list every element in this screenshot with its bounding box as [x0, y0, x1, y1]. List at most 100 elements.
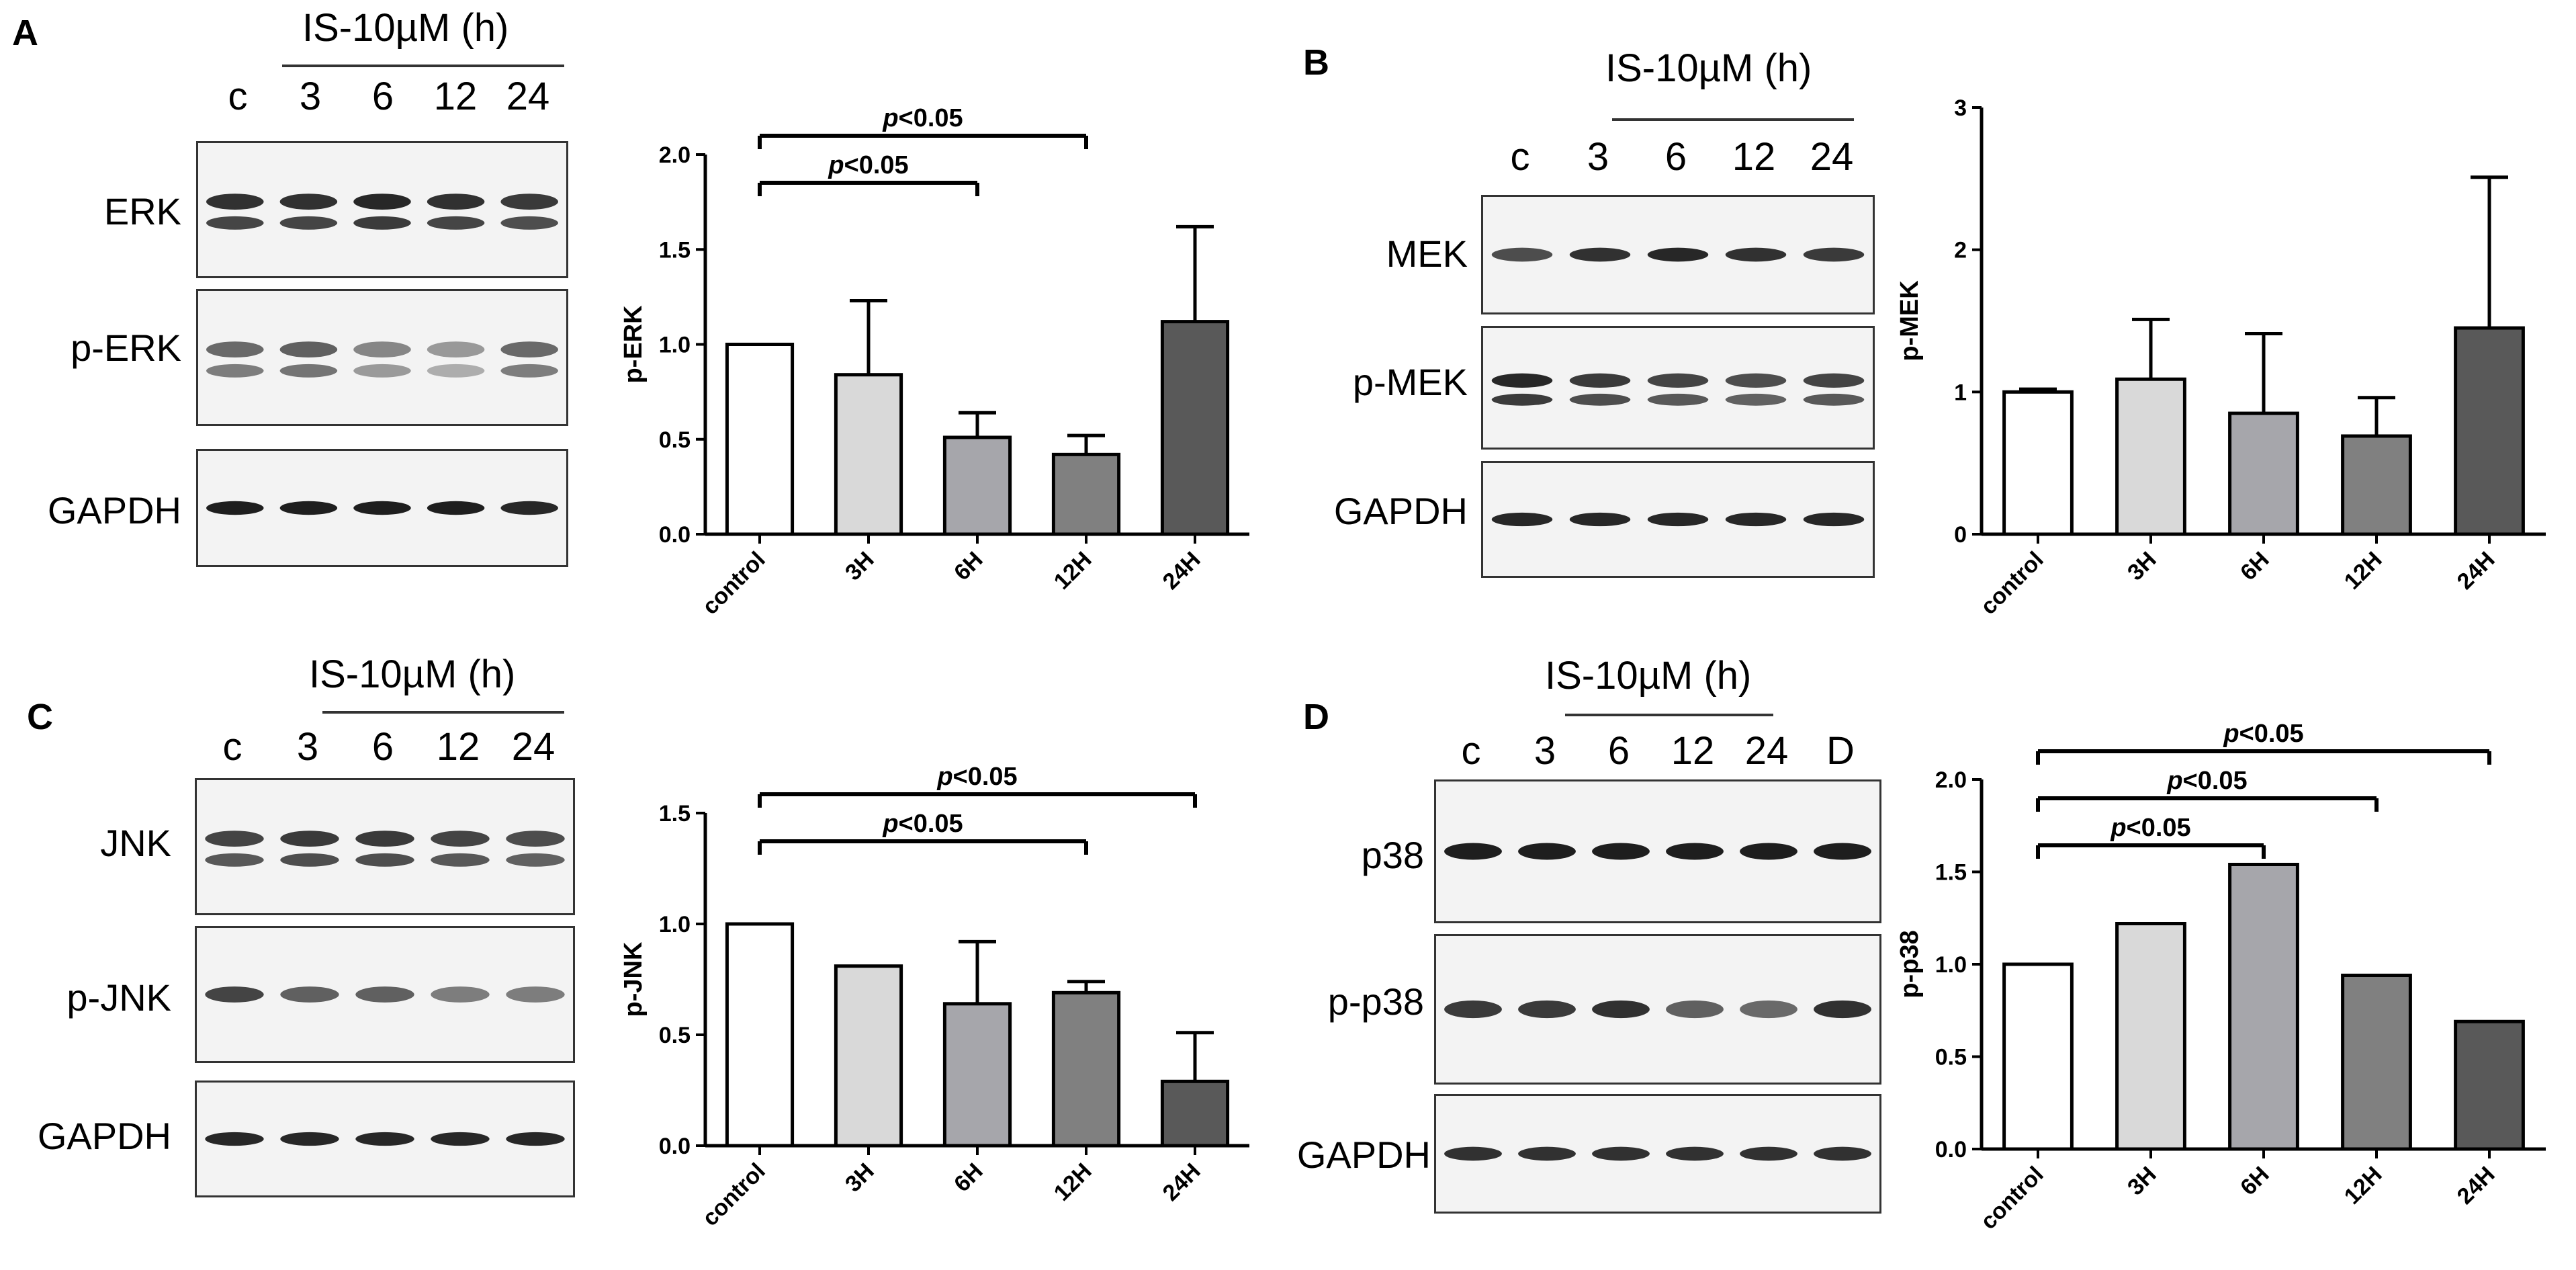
blot-band [427, 194, 485, 210]
blot-band [500, 194, 558, 210]
blot-band [1569, 373, 1631, 388]
blot-gapdh-d [1434, 1094, 1881, 1214]
blot-band [1725, 512, 1787, 527]
significance-label: p<0.05 [2110, 814, 2190, 842]
blot-band [1569, 247, 1631, 262]
lane-label: 3 [299, 75, 322, 118]
bar [2454, 1019, 2525, 1151]
x-tick-label: 3H [840, 547, 879, 586]
lane-label: 6 [371, 75, 394, 118]
bar [1160, 1079, 1230, 1148]
significance-label: p<0.05 [2166, 767, 2247, 795]
lane-label: 24 [1744, 729, 1789, 773]
x-tick-label: 24H [1158, 547, 1206, 595]
blot-band [206, 341, 264, 357]
blot-label-gapdh-d: GAPDH [1296, 1134, 1431, 1176]
lane-label: 24 [511, 725, 556, 769]
bar [2341, 974, 2412, 1151]
blot-label-p38: p38 [1361, 834, 1424, 876]
lane-labels-c: c 3 6 12 24 [195, 724, 571, 778]
blot-band [431, 986, 490, 1003]
blot-label-mek: MEK [1386, 232, 1468, 275]
blot-p-erk [196, 289, 568, 426]
y-axis-label: p-JNK [619, 941, 648, 1017]
blot-bands-gapdh-c [205, 1132, 565, 1146]
blot-band-lower [206, 216, 264, 230]
blot-band [205, 1132, 264, 1146]
lane-label: 12 [1732, 135, 1776, 179]
blot-bands-p-mek [1491, 373, 1865, 406]
lane-label: 3 [1587, 135, 1609, 179]
blot-bands-p-p38 [1444, 1000, 1871, 1019]
blot-band [355, 986, 414, 1003]
lane-labels-d: c 3 6 12 24 D [1434, 728, 1877, 782]
blot-gapdh-b [1481, 461, 1875, 578]
y-tick-label: 0.5 [659, 427, 691, 453]
bar [1160, 320, 1230, 536]
significance-label: p<0.05 [936, 763, 1017, 791]
blot-band [427, 501, 485, 515]
x-tick-label: 3H [840, 1158, 879, 1197]
blot-band [280, 1132, 339, 1146]
bar-chart-p-mek: 0 1 2 3 p-MEK control 3H 6H 12H 24H [1896, 95, 2546, 620]
x-tick-label: 3H [2123, 547, 2162, 586]
y-tick-label: 1.5 [659, 237, 691, 263]
blot-band [353, 194, 411, 210]
panel-letter-a: A [12, 13, 38, 53]
blot-band [1592, 843, 1650, 860]
blot-bands-p-jnk [205, 986, 565, 1003]
lane-label: c [228, 75, 248, 118]
blot-band [205, 831, 264, 847]
bar [2115, 922, 2186, 1151]
blot-band [280, 986, 339, 1003]
y-tick-label: 1.5 [659, 801, 691, 827]
bar [725, 922, 795, 1148]
blot-band [279, 341, 338, 357]
blot-bands-erk [206, 194, 558, 230]
lane-labels-a: c 3 6 12 24 [202, 74, 564, 128]
x-tick-label: 6H [2235, 547, 2274, 586]
blot-band [1647, 247, 1709, 262]
significance-bracket: p<0.05 [2036, 720, 2491, 765]
bar [942, 1002, 1012, 1148]
blot-band [1666, 1000, 1724, 1019]
significance-bracket: p<0.05 [2036, 814, 2266, 859]
y-tick-label: 2 [1954, 238, 1967, 263]
bar [942, 435, 1012, 536]
lane-label: c [1461, 729, 1481, 773]
timepoint-header-d: IS-10µM (h) [1545, 654, 1752, 697]
lane-label: 12 [433, 75, 478, 118]
timepoint-header-a: IS-10µM (h) [302, 6, 509, 50]
blot-band-lower [431, 853, 490, 867]
header-line-a [282, 65, 564, 67]
bar-chart-p-jnk: 0.0 0.5 1.0 1.5 p-JNK control 3H 6H 12H 24H p<0.05… [619, 763, 1249, 1231]
blot-gapdh-c [195, 1081, 575, 1197]
y-axis-label: p-p38 [1896, 930, 1924, 998]
header-line-b [1612, 118, 1854, 121]
lane-label: c [222, 725, 242, 769]
blot-label-gapdh-b: GAPDH [1333, 490, 1468, 532]
bar [2115, 377, 2186, 536]
y-tick-label: 1.5 [1935, 860, 1967, 886]
blot-band [1647, 512, 1709, 527]
blot-band-lower [279, 364, 338, 378]
lane-label: c [1510, 135, 1530, 179]
bar [2341, 434, 2412, 536]
blot-band [1814, 843, 1871, 860]
y-tick-label: 0.5 [659, 1023, 691, 1048]
blot-band [431, 1132, 490, 1146]
blot-band [206, 501, 264, 515]
x-tick-label: 12H [2340, 1162, 2387, 1210]
lane-label: 3 [296, 725, 319, 769]
blot-band-lower [353, 216, 411, 230]
blot-band [1647, 373, 1709, 388]
lane-label: 12 [436, 725, 480, 769]
blot-band-lower [205, 853, 264, 867]
blot-band-lower [500, 216, 558, 230]
blot-label-p-jnk: p-JNK [66, 976, 171, 1019]
y-axis-label: p-MEK [1896, 280, 1924, 362]
blot-band [506, 831, 565, 847]
blot-band [280, 831, 339, 847]
blot-band [1592, 1000, 1650, 1019]
lane-label: 6 [371, 725, 394, 769]
